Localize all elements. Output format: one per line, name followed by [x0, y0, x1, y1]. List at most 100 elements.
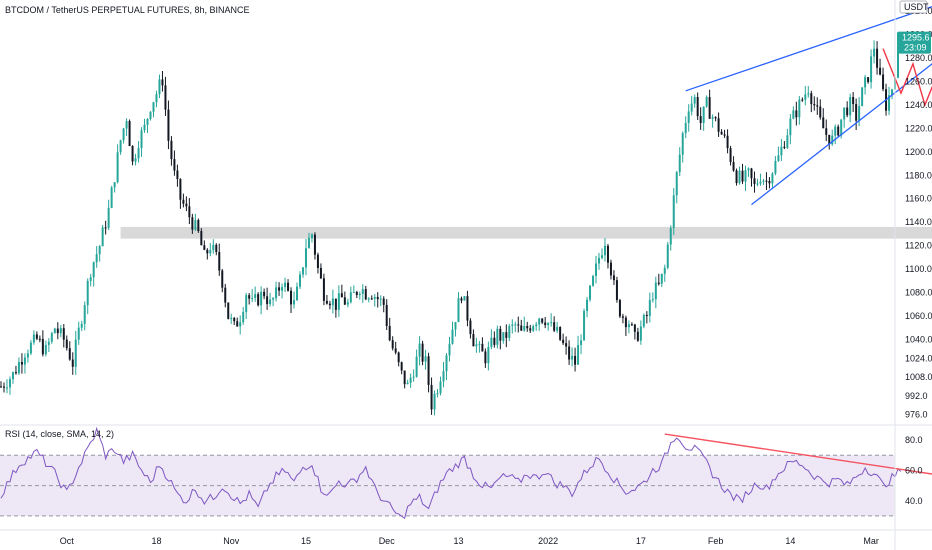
candle-body — [68, 348, 71, 360]
candle-body — [325, 300, 328, 304]
candle-body — [852, 97, 855, 105]
candle-body — [798, 99, 801, 118]
candle-body — [568, 346, 571, 360]
candle-body — [744, 170, 747, 182]
candle-body — [307, 237, 310, 249]
candle-body — [77, 327, 80, 340]
candle-body — [586, 299, 589, 312]
price-tick-label: 1180.0 — [905, 170, 932, 180]
candle-body — [556, 326, 559, 331]
candle-body — [562, 339, 565, 344]
candle-body — [98, 246, 101, 255]
currency-label-box — [899, 0, 928, 14]
candle-body — [717, 118, 720, 132]
candle-body — [164, 85, 167, 110]
candle-body — [672, 195, 675, 229]
candle-body — [310, 234, 313, 238]
candle-body — [272, 298, 275, 300]
candle-body — [849, 97, 852, 116]
candle-body — [454, 322, 457, 330]
candle-body — [367, 298, 370, 300]
candle-body — [382, 298, 385, 305]
candle-body — [645, 315, 648, 317]
candle-body — [834, 126, 837, 136]
candle-body — [448, 343, 451, 356]
candle-body — [669, 228, 672, 245]
candle-body — [299, 274, 301, 287]
candle-body — [777, 155, 780, 161]
price-pane — [0, 5, 932, 416]
candle-body — [89, 277, 92, 281]
candle-body — [322, 278, 325, 301]
candle-body — [421, 343, 424, 362]
candle-body — [137, 148, 140, 159]
candle-body — [538, 318, 541, 325]
candle-body — [867, 77, 870, 83]
rsi-tick-label: 40.0 — [905, 496, 923, 506]
candle-body — [349, 292, 352, 303]
candle-body — [708, 97, 711, 119]
candle-body — [248, 295, 251, 299]
candle-body — [526, 326, 529, 329]
candle-body — [858, 106, 861, 121]
candle-body — [693, 97, 696, 104]
candle-body — [756, 183, 759, 185]
candle-body — [520, 325, 523, 331]
candle-body — [499, 328, 502, 341]
candle-body — [840, 119, 843, 136]
candle-body — [660, 273, 663, 284]
candle-body — [257, 294, 260, 306]
candle-body — [116, 152, 119, 183]
candle-body — [334, 298, 337, 310]
candle-body — [343, 297, 346, 305]
candle-body — [254, 294, 257, 298]
candle-body — [436, 393, 439, 395]
candle-body — [469, 320, 472, 335]
candle-body — [284, 282, 287, 288]
candle-body — [696, 97, 699, 117]
candle-body — [759, 181, 762, 184]
candle-body — [750, 168, 753, 179]
candle-body — [502, 332, 505, 341]
candle-body — [783, 146, 786, 148]
candle-body — [831, 135, 834, 145]
candle-body — [50, 333, 53, 342]
candle-body — [221, 270, 224, 288]
candle-body — [550, 322, 553, 324]
candle-body — [26, 353, 29, 358]
candle-body — [771, 173, 774, 184]
candle-body — [699, 116, 702, 123]
candle-body — [194, 220, 197, 230]
candle-body — [80, 323, 83, 328]
candle-body — [155, 94, 158, 103]
candle-body — [532, 326, 535, 331]
candle-body — [609, 262, 612, 276]
candle-body — [615, 280, 618, 301]
candle-body — [741, 170, 744, 182]
candle-body — [687, 111, 690, 123]
candle-body — [167, 109, 170, 141]
candle-body — [71, 359, 74, 367]
candle-body — [412, 376, 415, 378]
candle-body — [603, 245, 606, 256]
candle-body — [185, 203, 188, 207]
candle-body — [681, 133, 684, 155]
candle-body — [328, 303, 331, 306]
candle-body — [654, 282, 657, 300]
chart-title: BTCDOM / TetherUS PERPETUAL FUTURES, 8h,… — [5, 5, 250, 15]
candle-body — [113, 182, 116, 188]
candle-body — [589, 285, 592, 300]
candle-body — [648, 300, 651, 316]
candle-body — [176, 170, 179, 179]
candle-body — [230, 317, 233, 319]
candle-body — [236, 321, 239, 327]
candle-body — [23, 357, 26, 365]
price-tick-label: 1280.0 — [905, 53, 932, 63]
candle-body — [206, 249, 209, 254]
candle-body — [188, 206, 191, 218]
candle-body — [251, 297, 254, 299]
candle-body — [319, 267, 322, 279]
candle-body — [843, 107, 846, 120]
candle-body — [101, 227, 104, 247]
